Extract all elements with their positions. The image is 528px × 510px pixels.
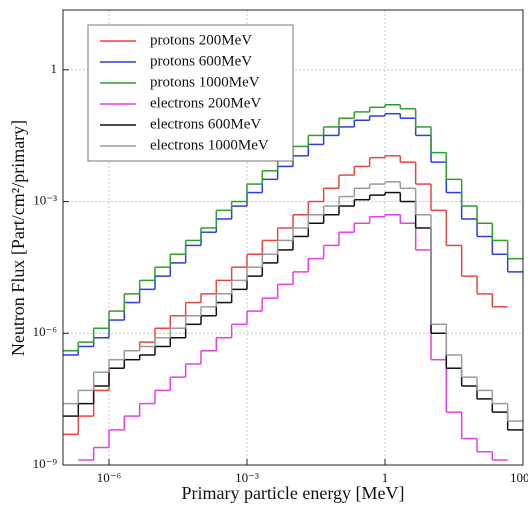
legend-box xyxy=(87,24,294,162)
x-tick-label: 1 xyxy=(382,470,389,485)
legend-label: electrons 200MeV xyxy=(150,95,261,111)
y-tick-label: 1 xyxy=(51,61,58,76)
y-tick-label: 10⁻⁹ xyxy=(33,456,58,471)
x-tick-label: 1000 xyxy=(510,470,528,485)
legend-label: protons 200MeV xyxy=(150,32,252,48)
plot-frame xyxy=(62,9,524,466)
legend-label: electrons 600MeV xyxy=(150,116,261,132)
x-tick-label: 10⁻⁶ xyxy=(97,470,121,485)
legend-label: electrons 1000MeV xyxy=(150,137,269,153)
legend-label: protons 600MeV xyxy=(150,53,252,69)
y-axis-title: Neutron Flux [Part/cm²/primary] xyxy=(8,120,28,356)
x-axis-title: Primary particle energy [MeV] xyxy=(181,483,404,503)
legend-label: protons 1000MeV xyxy=(150,74,260,90)
legend: protons 200MeV protons 600MeV protons 1000… xyxy=(87,24,294,162)
plot-lines xyxy=(63,103,523,461)
y-tick-label: 10⁻⁶ xyxy=(33,324,57,339)
y-tick-label: 10⁻³ xyxy=(33,193,57,208)
x-tick-label: 10⁻³ xyxy=(235,470,259,485)
